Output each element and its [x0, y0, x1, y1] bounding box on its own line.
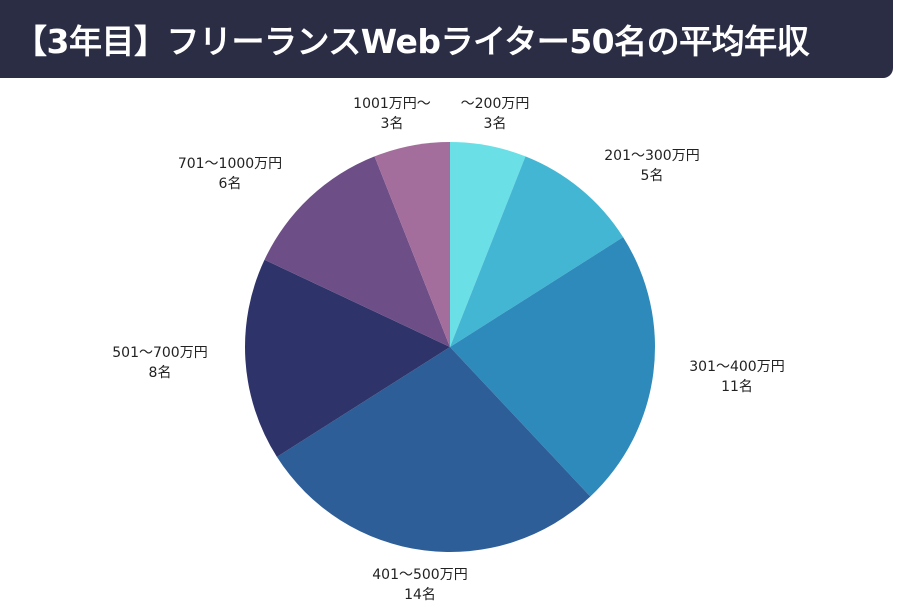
slice-label-501-700: 501～700万円 8名 — [112, 343, 207, 383]
slice-label-401-500: 401～500万円 14名 — [372, 565, 467, 605]
slice-label-701-1000: 701～1000万円 6名 — [178, 154, 282, 194]
slice-label-301-400: 301～400万円 11名 — [689, 357, 784, 397]
pie-slice — [450, 237, 655, 497]
slice-range-label: 1001万円～ — [353, 96, 431, 112]
chart-title: 【3年目】フリーランスWebライター50名の平均年収 — [14, 22, 810, 61]
slice-count-label: 3名 — [483, 116, 507, 132]
title-bar: 【3年目】フリーランスWebライター50名の平均年収 — [0, 0, 893, 78]
slice-count-label: 5名 — [640, 168, 664, 184]
slice-count-label: 14名 — [404, 587, 436, 603]
slice-range-label: 501～700万円 — [112, 345, 208, 361]
slice-label-1001-plus: 1001万円～ 3名 — [353, 94, 431, 134]
slice-count-label: 11名 — [721, 379, 753, 395]
slice-range-label: 301～400万円 — [689, 359, 785, 375]
slice-label-201-300: 201～300万円 5名 — [604, 146, 699, 186]
pie-slice — [264, 156, 450, 347]
slice-count-label: 6名 — [218, 176, 242, 192]
slice-range-label: 401～500万円 — [372, 567, 468, 583]
pie-slice — [245, 259, 450, 457]
slice-range-label: 201～300万円 — [604, 148, 700, 164]
slice-range-label: 701～1000万円 — [177, 156, 283, 172]
pie-slice — [450, 142, 526, 347]
slice-count-label: 3名 — [380, 116, 404, 132]
slice-count-label: 8名 — [148, 365, 172, 381]
pie-slice — [276, 347, 591, 552]
pie-slice — [374, 142, 450, 347]
pie-slice — [450, 156, 624, 347]
slice-range-label: ～200万円 — [460, 96, 530, 112]
slice-label-under-200: ～200万円 3名 — [461, 94, 530, 134]
pie-slices — [245, 142, 655, 552]
